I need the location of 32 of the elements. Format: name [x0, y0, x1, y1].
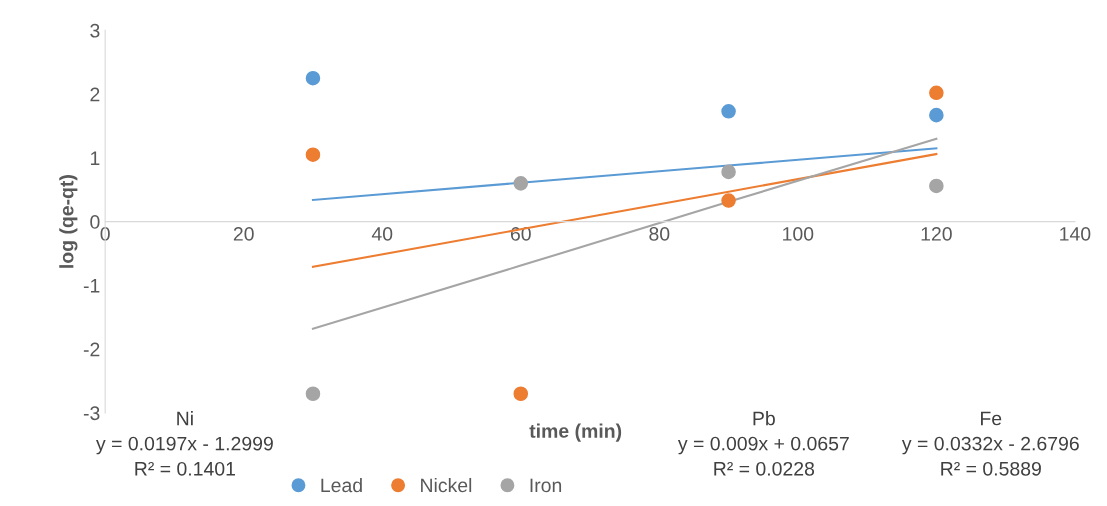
y-axis-title: log (qe-qt) — [59, 175, 78, 268]
x-axis-title: time (min) — [529, 423, 622, 442]
annotation: Pb y = 0.009x + 0.0657 R² = 0.0228 — [677, 411, 849, 476]
y-tick-label: 0 — [90, 215, 100, 229]
point — [305, 70, 321, 86]
point — [929, 85, 944, 101]
point — [929, 178, 944, 194]
point — [305, 386, 321, 402]
x-tick-label: 40 — [371, 227, 393, 241]
y-tick-label: -1 — [83, 279, 100, 293]
x-tick-label: 20 — [233, 227, 254, 241]
x-tick-label: 120 — [921, 227, 952, 241]
x-tick-label: 80 — [649, 227, 670, 241]
y-tick-label: -2 — [83, 342, 100, 357]
y-tick-label: 1 — [90, 151, 100, 165]
point — [929, 107, 944, 123]
annotation: Fe y = 0.0332x - 2.6796 R² = 0.5889 — [901, 411, 1079, 476]
x-tick-label: 140 — [1060, 227, 1091, 241]
x-tick-label: 100 — [783, 227, 814, 241]
legend-label: Iron — [530, 478, 562, 493]
legend-label: Nickel — [421, 477, 472, 493]
point — [721, 104, 736, 119]
line-series — [311, 147, 938, 201]
y-tick-label: 3 — [90, 23, 100, 38]
point — [513, 386, 529, 402]
point — [721, 164, 736, 180]
x-tick-label: 0 — [100, 227, 110, 241]
point — [721, 193, 736, 208]
y-tick-label: 2 — [90, 87, 100, 102]
point — [305, 147, 321, 162]
legend-label: Lead — [321, 477, 362, 493]
point — [513, 176, 529, 191]
